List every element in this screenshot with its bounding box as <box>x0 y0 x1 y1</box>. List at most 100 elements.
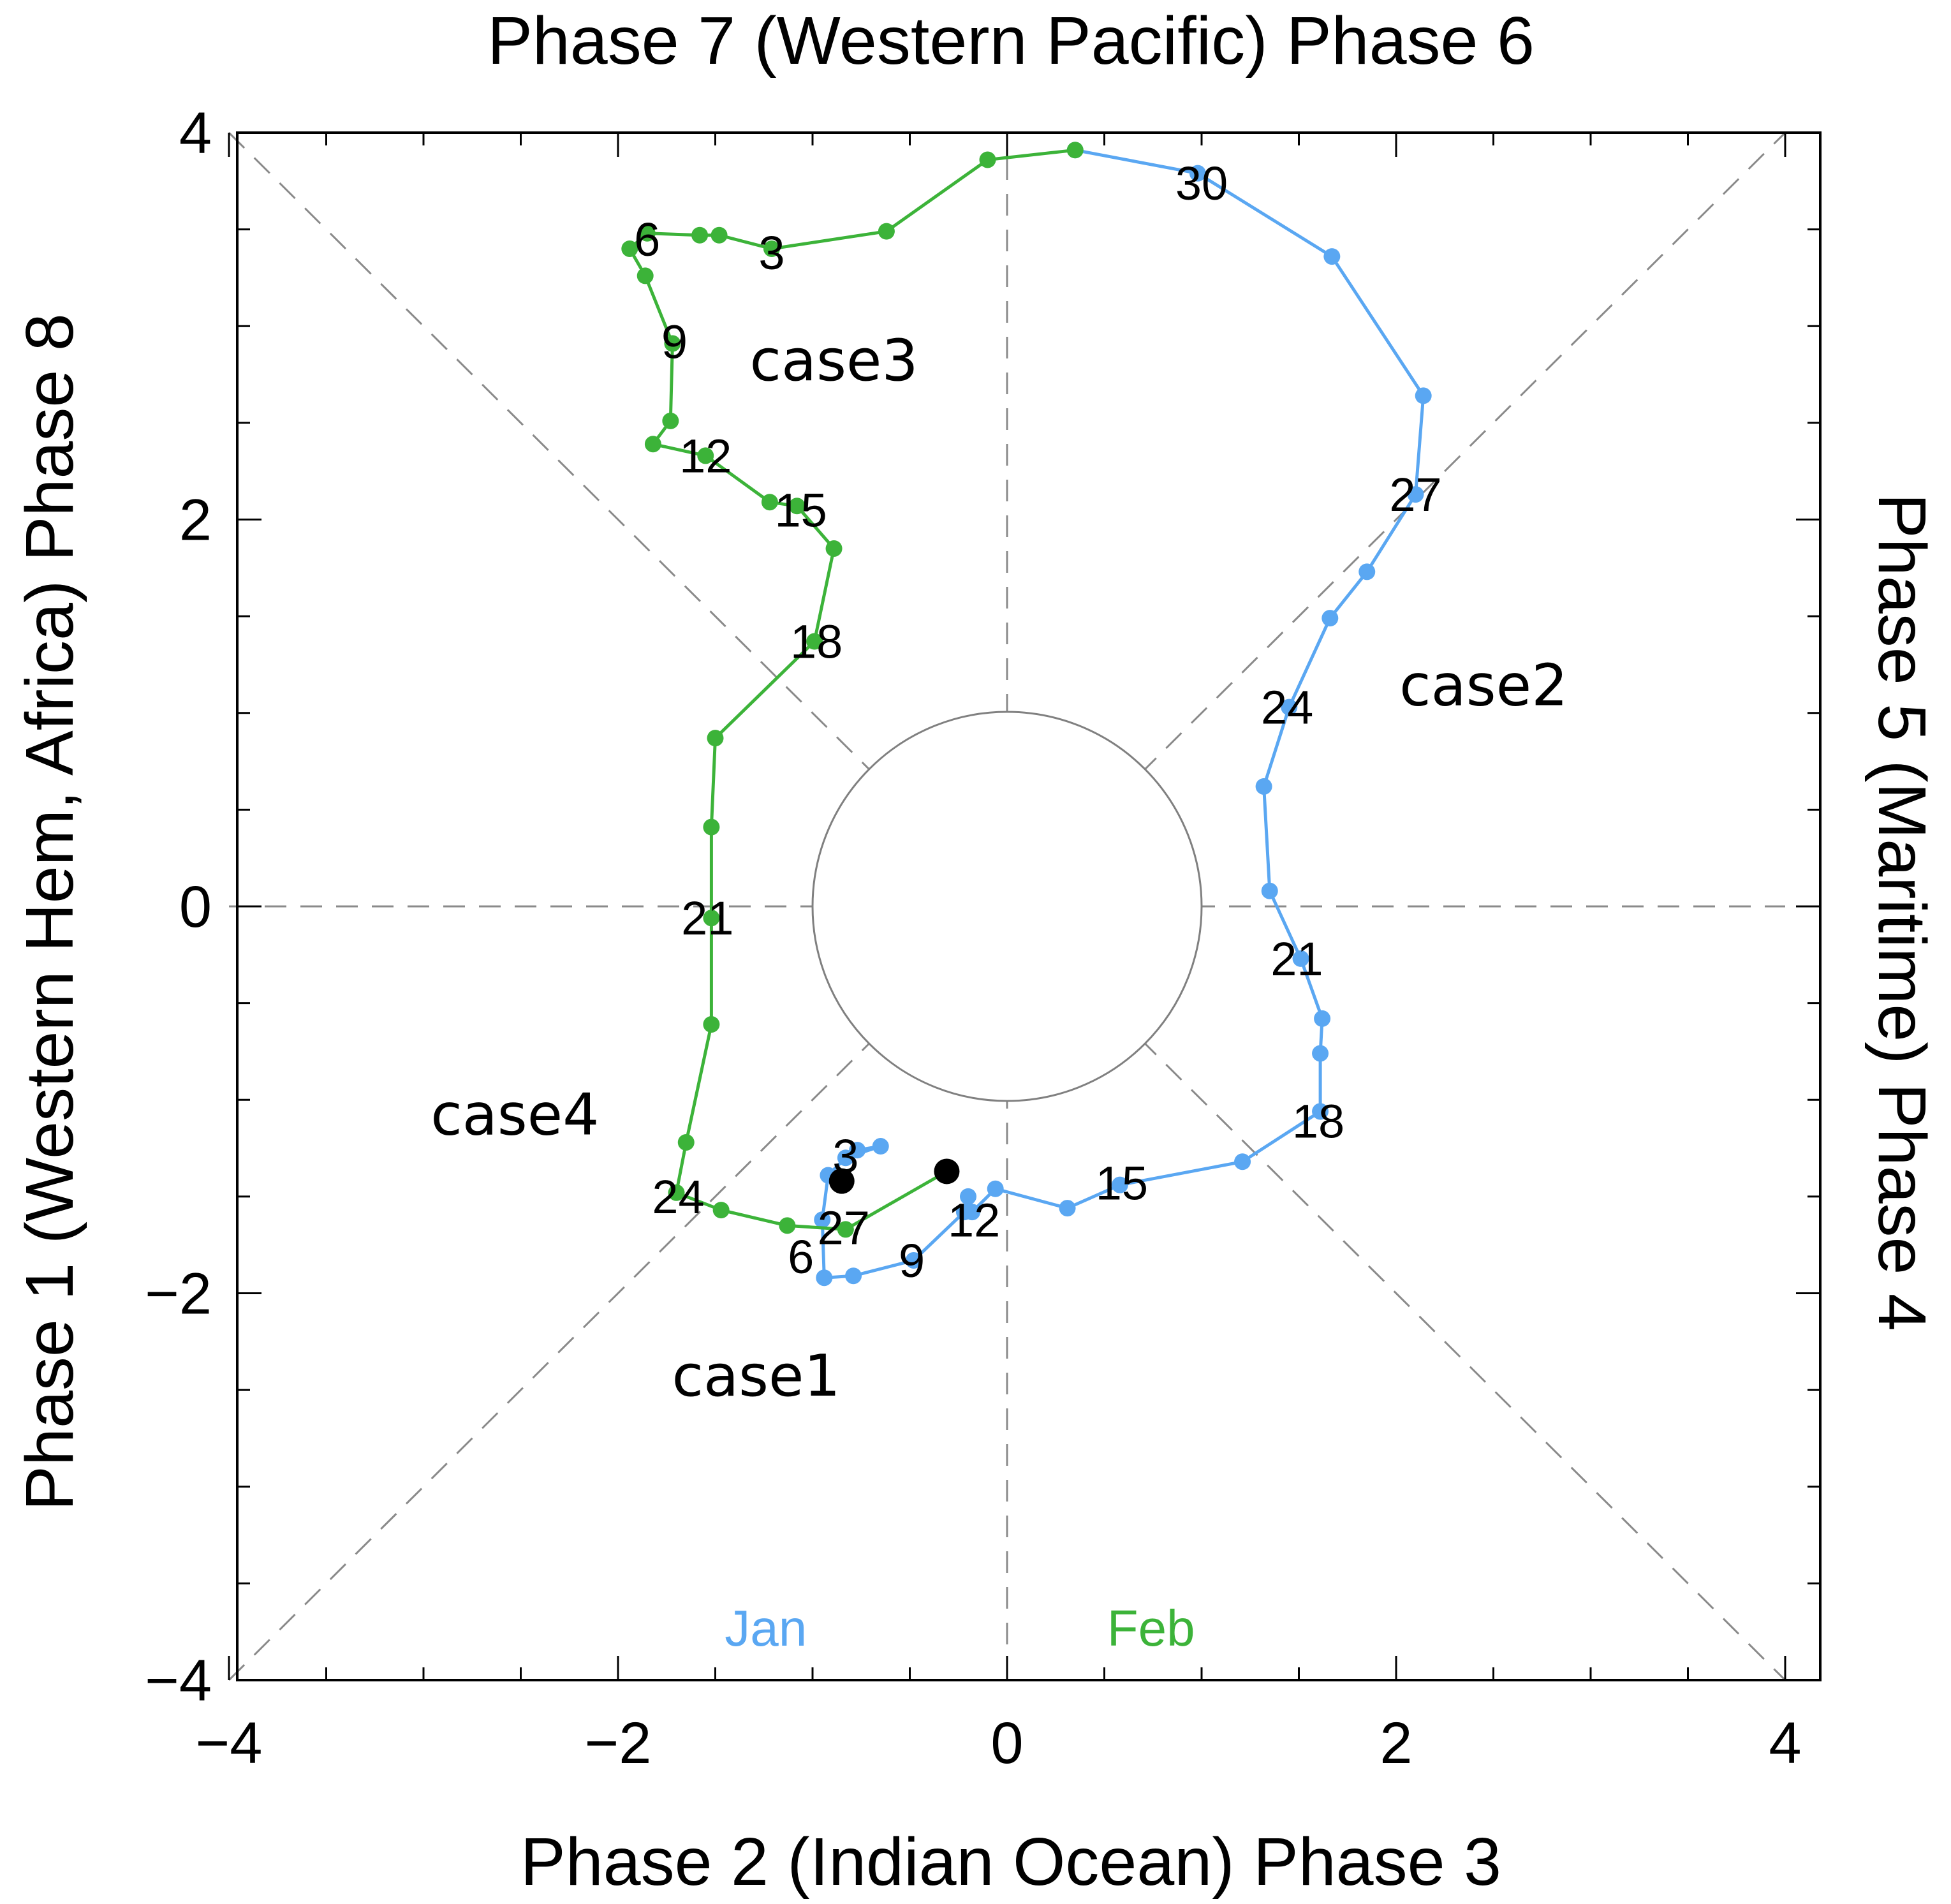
series-point-feb <box>825 540 843 557</box>
case-label: case1 <box>672 1343 840 1410</box>
phase-divider-line-4 <box>228 131 1786 1681</box>
day-label: 18 <box>790 616 843 668</box>
case-label: case4 <box>431 1082 599 1149</box>
series-point-feb <box>878 223 895 240</box>
series-point-feb <box>703 1015 720 1033</box>
y-axis-title-left: Phase 1 (Western Hem, Africa) Phase 8 <box>12 313 87 1510</box>
series-point-feb <box>691 226 709 244</box>
series-point-jan <box>960 1188 976 1205</box>
series-point-feb <box>979 151 996 168</box>
y-tick-label: 0 <box>179 875 212 940</box>
series-point-feb <box>703 818 720 836</box>
series-point-feb <box>668 1184 685 1201</box>
month-legend-label: Feb <box>1107 1600 1195 1657</box>
series-point-feb <box>710 226 728 244</box>
series-point-feb <box>779 1217 796 1234</box>
x-tick-label: 4 <box>1769 1711 1801 1776</box>
top-axis-title: Phase 7 (Western Pacific) Phase 6 <box>487 3 1535 78</box>
series-point-jan <box>1415 387 1432 404</box>
y-tick-label: 4 <box>179 101 212 166</box>
day-label: 27 <box>818 1201 870 1254</box>
day-label: 3 <box>758 226 784 279</box>
y-tick-label: 2 <box>179 488 212 553</box>
day-label: 21 <box>681 892 733 945</box>
series-point-jan <box>1111 1176 1128 1193</box>
series-point-feb <box>806 633 823 650</box>
series-point-jan <box>872 1138 889 1155</box>
x-tick-label: −2 <box>585 1711 652 1776</box>
plot-frame <box>236 131 1822 1681</box>
phase-dividers <box>228 131 1786 1681</box>
day-label: 9 <box>661 316 688 369</box>
series-point-jan <box>1189 165 1206 182</box>
series-point-feb <box>662 412 679 429</box>
day-label: 6 <box>634 213 660 266</box>
series-point-jan <box>845 1267 862 1285</box>
y-tick-label: −2 <box>145 1262 212 1327</box>
series-point-feb <box>761 494 778 511</box>
series-point-feb <box>703 910 720 927</box>
series-point-jan <box>1281 698 1298 716</box>
series-point-feb <box>644 436 661 453</box>
series-point-jan <box>1323 248 1341 265</box>
case-label: case3 <box>749 327 918 394</box>
y-axis-title-right: Phase 5 (Maritime) Phase 4 <box>1864 493 1940 1331</box>
series-point-jan <box>1292 950 1309 967</box>
series-point-jan <box>1059 1200 1076 1217</box>
y-tick-label: −4 <box>145 1648 212 1713</box>
series-point-jan <box>1234 1153 1251 1170</box>
amplitude-unit-circle <box>811 711 1203 1102</box>
start-marker <box>828 1168 855 1194</box>
series-point-jan <box>1322 610 1339 627</box>
series-point-jan <box>814 1211 831 1229</box>
series-point-jan <box>1312 1103 1329 1120</box>
series-point-jan <box>1312 1045 1329 1062</box>
series-point-jan <box>987 1180 1004 1197</box>
series-point-feb <box>707 730 724 747</box>
start-markers <box>828 1158 960 1194</box>
series-point-feb <box>664 335 681 352</box>
series-point-feb <box>638 225 656 242</box>
case-label: case2 <box>1399 652 1568 719</box>
series-point-feb <box>712 1202 730 1219</box>
day-label: 15 <box>775 483 827 536</box>
day-label: 3 <box>832 1130 858 1183</box>
series-point-feb <box>697 447 714 464</box>
day-label: 18 <box>1292 1095 1344 1148</box>
series-point-jan <box>849 1142 866 1159</box>
series-point-jan <box>816 1269 833 1287</box>
x-tick-label: 2 <box>1380 1711 1412 1776</box>
x-axis-title: Phase 2 (Indian Ocean) Phase 3 <box>520 1824 1501 1900</box>
series-point-feb <box>637 267 654 284</box>
series-point-jan <box>905 1251 922 1269</box>
series-point-feb <box>677 1133 695 1151</box>
series-point-jan <box>1358 563 1376 580</box>
series-point-feb <box>621 240 638 257</box>
x-tick-label: −4 <box>196 1711 263 1776</box>
x-tick-label: 0 <box>990 1711 1023 1776</box>
day-label: 9 <box>899 1234 925 1287</box>
phase-divider-line-3 <box>228 131 1786 1681</box>
series-point-jan <box>837 1149 854 1167</box>
trajectory-lines <box>621 142 1432 1287</box>
month-legend-label: Jan <box>725 1600 807 1657</box>
series-point-jan <box>1407 486 1424 503</box>
series-point-jan <box>1314 1010 1331 1027</box>
series-point-jan <box>1261 882 1278 899</box>
day-label: 30 <box>1175 157 1228 210</box>
day-label: 24 <box>652 1170 704 1223</box>
day-label: 27 <box>1389 468 1441 521</box>
series-point-jan <box>1255 778 1272 795</box>
day-label: 12 <box>948 1193 1000 1246</box>
start-marker <box>934 1158 960 1184</box>
series-point-feb <box>837 1221 854 1238</box>
day-label: 24 <box>1261 681 1313 734</box>
day-label: 6 <box>788 1230 814 1283</box>
axis-ticks <box>228 131 1820 1681</box>
series-point-feb <box>763 240 780 257</box>
series-point-feb <box>1066 142 1084 159</box>
series-point-feb <box>788 498 806 515</box>
